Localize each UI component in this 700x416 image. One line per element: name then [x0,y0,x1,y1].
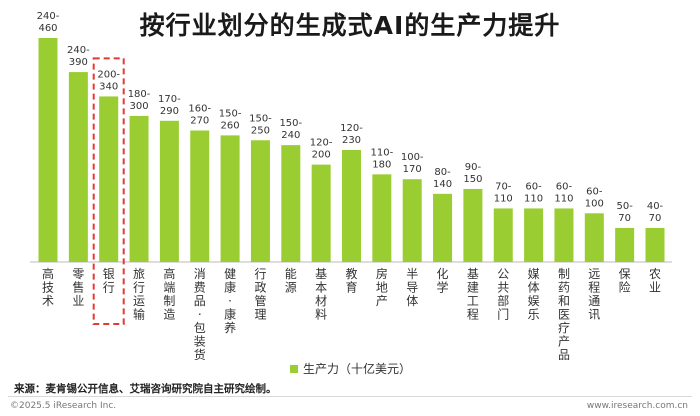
bar [38,38,58,262]
data-label: 170-290 [158,94,181,117]
data-label: 100-170 [401,152,424,175]
data-label: 240-460 [37,11,60,34]
bar [129,115,149,262]
bar [68,72,88,262]
category-label: 半导体 [406,267,418,308]
category-label: 房地产 [376,266,388,308]
data-label: 200-340 [97,69,120,92]
category-label: 行政管理 [254,267,266,322]
bar [493,208,513,262]
data-label: 40-70 [647,201,664,224]
category-label: 消费品·包装货物 [194,267,206,360]
category-label: 健康·康养 [224,267,236,335]
bar [463,188,483,262]
category-label: 保险 [619,267,631,295]
category-label: 基建工程 [467,267,479,322]
data-label: 150-250 [249,113,272,136]
category-label: 零售业 [72,267,84,308]
bar [524,208,544,262]
data-label: 80-140 [433,167,452,190]
category-label: 远程通讯 [588,267,600,322]
bar [433,193,453,262]
bar [554,208,574,262]
data-label: 240-390 [67,45,90,68]
source-note: 来源：麦肯锡公开信息、艾瑞咨询研究院自主研究绘制。 [14,383,277,395]
copyright: ©2025.5 iResearch Inc. [10,401,117,411]
bar [342,150,361,262]
category-label: 媒体娱乐 [528,267,540,322]
bar-chart: 240-460 高技术 240-390 零售业 200-340 银行 180-300 旅行运输… [30,11,672,360]
category-label: 旅行运输 [133,267,145,322]
chart-title: 按行业划分的生成式AI的生产力提升 [139,11,561,40]
footer-divider [8,396,692,397]
data-label: 60-100 [585,186,604,209]
category-label: 高技术 [42,266,54,308]
category-label: 制药和医疗产品 [558,267,570,360]
data-label: 60-110 [524,181,543,204]
legend: 生产力（十亿美元） [290,360,411,377]
bar [190,130,210,262]
category-label: 化学 [437,267,449,295]
legend-label: 生产力（十亿美元） [303,362,412,376]
data-label: 150-240 [279,118,302,141]
category-label: 教育 [345,266,357,295]
data-label: 110-180 [370,147,393,170]
data-label: 60-110 [554,181,573,204]
bar [402,179,422,262]
highlight-box [92,57,125,325]
bar [584,213,604,262]
legend-swatch [290,364,298,373]
bar [311,164,331,262]
data-label: 160-270 [188,104,211,127]
website: www.iresearch.com.cn [586,401,688,411]
category-label: 能源 [285,267,297,295]
bar [250,140,270,262]
category-label: 公共部门 [497,267,509,322]
bar [159,120,179,262]
data-label: 70-110 [494,181,513,204]
category-label: 银行 [103,267,115,295]
bar [281,145,301,262]
bar [615,227,635,262]
bar [372,174,392,262]
category-label: 农业 [649,267,661,295]
data-label: 90-150 [463,162,482,185]
category-label: 高端制造 [163,266,175,322]
data-label: 120-200 [310,138,333,161]
category-label: 基本材料 [315,267,327,322]
data-label: 120-230 [340,123,363,146]
data-label: 150-260 [219,108,242,131]
bar [99,96,119,262]
bar [220,135,240,262]
bar [645,227,665,262]
data-label: 50-70 [616,201,633,224]
data-label: 180-300 [128,89,151,112]
